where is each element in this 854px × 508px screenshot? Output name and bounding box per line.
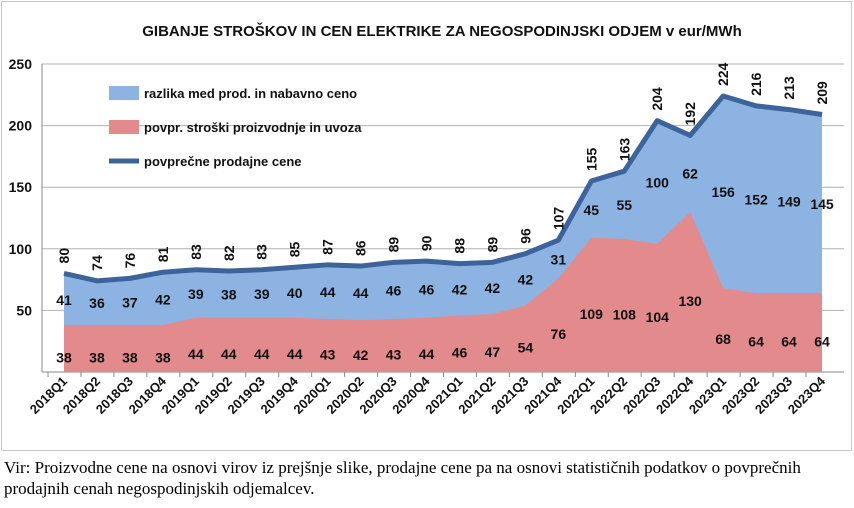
legend-label: povpr. stroški proizvodnje in uvoza [144, 120, 362, 135]
data-label-difference: 39 [188, 286, 204, 302]
data-label-costs: 46 [452, 345, 468, 361]
data-label-price: 76 [122, 253, 138, 269]
data-label-price: 87 [320, 239, 336, 255]
data-label-price: 85 [287, 241, 303, 257]
data-label-costs: 44 [287, 346, 303, 362]
data-label-price: 74 [89, 255, 105, 271]
data-label-price: 82 [221, 245, 237, 261]
data-label-price: 216 [748, 72, 764, 96]
data-label-costs: 64 [748, 334, 764, 350]
legend-label: razlika med prod. in nabavno ceno [144, 86, 357, 101]
data-label-price: 107 [550, 207, 566, 231]
data-label-costs: 38 [56, 350, 72, 366]
data-label-difference: 149 [777, 193, 801, 209]
data-label-difference: 41 [56, 292, 72, 308]
data-label-difference: 55 [616, 197, 632, 213]
y-tick-label: 200 [9, 118, 33, 134]
data-label-difference: 152 [744, 192, 768, 208]
data-label-difference: 42 [485, 280, 501, 296]
data-label-difference: 44 [353, 285, 369, 301]
data-label-price: 81 [155, 246, 171, 262]
data-label-price: 80 [56, 248, 72, 264]
data-label-costs: 43 [320, 347, 336, 363]
data-label-price: 96 [517, 228, 533, 244]
data-label-difference: 42 [518, 272, 534, 288]
legend-swatch-costs [109, 120, 139, 134]
data-label-difference: 46 [386, 283, 402, 299]
data-label-difference: 31 [551, 251, 567, 267]
data-label-difference: 40 [287, 285, 303, 301]
data-label-difference: 46 [419, 281, 435, 297]
data-label-price: 213 [781, 76, 797, 100]
data-label-price: 86 [353, 240, 369, 256]
data-label-price: 192 [682, 102, 698, 126]
data-label-price: 163 [616, 138, 632, 162]
data-label-difference: 42 [155, 291, 171, 307]
data-label-price: 89 [386, 237, 402, 253]
y-tick-label: 100 [9, 241, 33, 257]
data-label-costs: 64 [781, 334, 797, 350]
chart: GIBANJE STROŠKOV IN CEN ELEKTRIKE ZA NEG… [9, 22, 844, 417]
data-label-price: 224 [715, 62, 731, 86]
data-label-difference: 100 [646, 174, 670, 190]
data-label-costs: 76 [551, 326, 567, 342]
data-label-costs: 38 [122, 350, 138, 366]
data-label-difference: 156 [711, 184, 735, 200]
data-label-costs: 44 [419, 346, 435, 362]
figure-caption: Vir: Proizvodne cene na osnovi virov iz … [4, 458, 801, 498]
data-label-difference: 44 [320, 284, 336, 300]
data-label-difference: 39 [254, 286, 270, 302]
data-label-costs: 64 [814, 334, 830, 350]
data-label-price: 89 [484, 237, 500, 253]
data-label-difference: 38 [221, 286, 237, 302]
chart-title: GIBANJE STROŠKOV IN CEN ELEKTRIKE ZA NEG… [142, 22, 742, 40]
data-label-price: 83 [254, 244, 270, 260]
line-average-price [63, 93, 823, 284]
data-label-costs: 44 [188, 346, 204, 362]
data-label-costs: 38 [89, 350, 105, 366]
data-label-price: 90 [419, 235, 435, 251]
area-costs [64, 211, 822, 372]
data-label-difference: 45 [584, 202, 600, 218]
y-tick-label: 250 [9, 56, 33, 72]
chart-frame: GIBANJE STROŠKOV IN CEN ELEKTRIKE ZA NEG… [1, 1, 852, 451]
data-label-costs: 68 [715, 331, 731, 347]
data-label-difference: 145 [810, 196, 834, 212]
data-label-price: 155 [583, 147, 599, 171]
data-label-price: 83 [188, 244, 204, 260]
legend-label: povprečne prodajne cene [144, 154, 302, 169]
data-label-costs: 104 [646, 309, 670, 325]
data-label-difference: 62 [682, 166, 698, 182]
data-label-costs: 47 [485, 344, 501, 360]
data-label-costs: 109 [580, 306, 604, 322]
data-label-costs: 44 [221, 346, 237, 362]
data-label-costs: 38 [155, 350, 171, 366]
data-label-costs: 42 [353, 347, 369, 363]
data-label-price: 204 [649, 87, 665, 111]
data-label-price: 209 [814, 81, 830, 105]
data-label-difference: 36 [89, 295, 105, 311]
x-tick-label: 2023Q4 [785, 373, 829, 417]
data-label-costs: 54 [518, 340, 534, 356]
y-tick-label: 150 [9, 179, 33, 195]
legend-swatch-difference [109, 86, 139, 100]
data-label-costs: 108 [613, 306, 637, 322]
data-label-costs: 130 [678, 293, 702, 309]
data-label-price: 88 [451, 238, 467, 254]
data-label-costs: 44 [254, 346, 270, 362]
data-label-costs: 43 [386, 347, 402, 363]
data-label-difference: 37 [122, 294, 138, 310]
y-tick-label: 50 [16, 302, 32, 318]
data-label-difference: 42 [452, 281, 468, 297]
